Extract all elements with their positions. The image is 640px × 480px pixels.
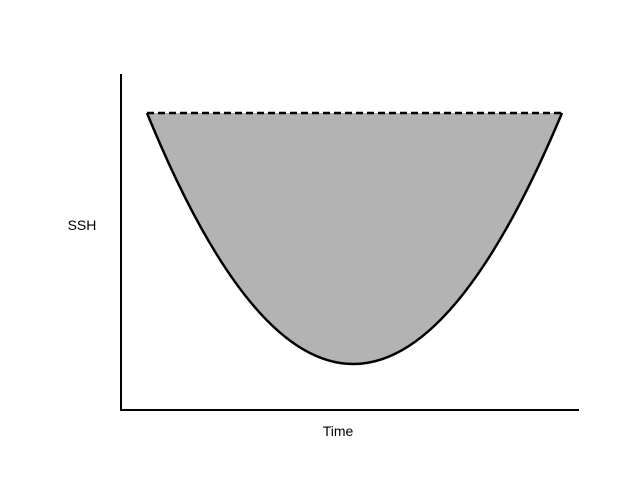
x-axis-label: Time xyxy=(323,423,354,439)
ssh-curve xyxy=(145,112,564,366)
y-axis-label: SSH xyxy=(68,217,97,233)
